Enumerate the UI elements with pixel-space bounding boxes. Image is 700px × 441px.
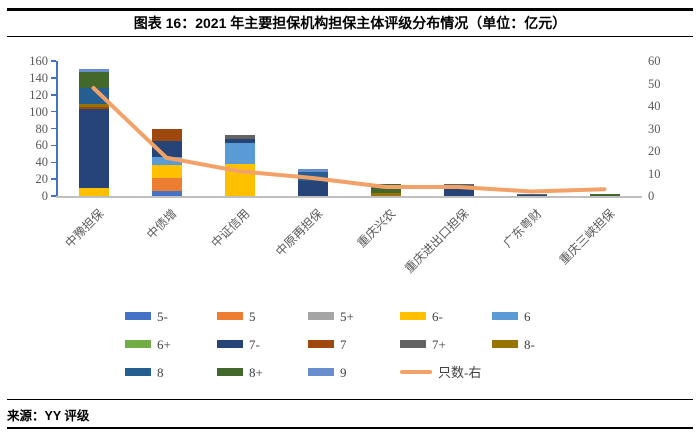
y-axis-tick [51, 94, 56, 96]
bar-segment-7- [297, 180, 328, 196]
bar-segment-6 [151, 157, 182, 165]
title-separator-line [7, 36, 693, 37]
bar-segment-5 [151, 178, 182, 191]
y-axis-tick [51, 195, 56, 197]
y-axis-line [56, 61, 58, 196]
y-axis-tick [51, 127, 56, 130]
legend-swatch-7- [217, 340, 243, 348]
bar-segment-5- [151, 190, 182, 196]
legend-swatch-6+ [125, 340, 151, 348]
legend-label-9: 9 [340, 365, 347, 380]
secondary-y-axis-tick-label: 10 [648, 166, 661, 181]
legend-swatch-5+ [308, 312, 334, 320]
bar-segment-7- [443, 188, 474, 196]
x-axis-line [56, 196, 642, 198]
y-axis-tick [51, 161, 56, 163]
bar-segment-7- [516, 195, 547, 196]
legend-label-6+: 6+ [157, 337, 171, 352]
y-axis-tick [51, 178, 56, 180]
bar-segment-7+ [443, 184, 474, 189]
bar-segment-7- [151, 141, 182, 158]
legend-label-5-: 5- [157, 309, 168, 324]
y-axis-tick-label: 80 [35, 121, 49, 136]
secondary-y-axis-tick-label: 30 [648, 121, 661, 136]
bar-segment-8- [370, 192, 401, 196]
bar-segment-7- [224, 139, 255, 143]
legend-swatch-7+ [400, 340, 426, 348]
legend-line-marker-只数-右 [400, 370, 432, 374]
secondary-y-axis-tick-label: 50 [648, 76, 661, 91]
bar-segment-7 [151, 128, 182, 142]
legend-label-7: 7 [340, 337, 347, 352]
figure-title: 图表 16：2021 年主要担保机构担保主体评级分布情况（单位：亿元） [133, 15, 567, 31]
legend-label-8: 8 [157, 365, 164, 380]
legend-swatch-8- [492, 340, 518, 348]
legend-swatch-7 [308, 340, 334, 348]
legend-swatch-8+ [217, 368, 243, 376]
legend-swatch-9 [308, 368, 334, 376]
bar-segment-8+ [589, 194, 620, 196]
x-axis-label: 重庆兴农 [354, 206, 399, 251]
legend-label-5: 5 [249, 309, 256, 324]
y-axis-tick [51, 77, 56, 79]
bar-segment-6- [151, 164, 182, 179]
legend-swatch-6 [492, 312, 518, 320]
secondary-y-axis-tick-label: 20 [648, 144, 661, 158]
legend-label-5+: 5+ [340, 309, 354, 324]
bar-segment-6- [78, 187, 109, 196]
x-axis-label: 重庆三峡担保 [556, 206, 618, 268]
x-axis-label: 中原再担保 [273, 206, 326, 259]
bar-segment-6- [224, 163, 255, 196]
bar-segment-8+ [370, 184, 401, 193]
legend-label-6-: 6- [432, 309, 443, 324]
legend-label-8-: 8- [524, 337, 535, 352]
x-axis-label: 重庆进出口担保 [402, 206, 472, 276]
bar-segment-8 [78, 88, 109, 105]
y-axis-tick-label: 0 [41, 189, 48, 203]
bar-segment-9 [297, 169, 328, 173]
y-axis-tick-label: 100 [29, 104, 48, 119]
source-label: 来源：YY 评级 [7, 409, 90, 423]
bar-segment-7+ [516, 194, 547, 196]
legend-swatch-8 [125, 368, 151, 376]
legend-label-7+: 7+ [432, 337, 446, 352]
bar-segment-8+ [78, 71, 109, 88]
x-axis-label: 中豫担保 [62, 206, 107, 251]
top-border-line [7, 8, 693, 11]
bar-segment-7 [78, 106, 109, 110]
legend-label-8+: 8+ [249, 365, 263, 380]
y-axis-tick-label: 20 [35, 172, 49, 187]
y-axis-tick-label: 120 [29, 87, 48, 102]
x-axis-label: 中证信用 [208, 206, 253, 251]
bar-segment-6 [224, 142, 255, 164]
y-axis-tick-label: 160 [29, 54, 48, 68]
secondary-y-axis-tick-label: 0 [648, 189, 655, 203]
footer-separator-line [7, 399, 693, 400]
bar-segment-8- [78, 104, 109, 107]
bar-segment-8 [297, 172, 328, 181]
bar-segment-7+ [224, 135, 255, 140]
bottom-border-line [7, 427, 693, 429]
legend-swatch-6- [400, 312, 426, 320]
y-axis-tick [51, 110, 56, 113]
secondary-y-axis-tick-label: 60 [648, 54, 661, 68]
y-axis-tick [51, 144, 56, 147]
x-axis-label: 广东粤财 [500, 206, 545, 251]
x-axis-label: 中债增 [144, 206, 180, 242]
bar-segment-7- [78, 109, 109, 188]
bar-segment-9 [78, 68, 109, 72]
legend-swatch-5 [217, 312, 243, 320]
legend-swatch-5- [125, 312, 151, 320]
y-axis-tick-label: 40 [35, 155, 49, 170]
y-axis-tick [51, 60, 56, 62]
secondary-y-axis-tick-label: 40 [648, 99, 661, 113]
legend-label-7-: 7- [249, 337, 260, 352]
y-axis-tick-label: 60 [35, 138, 49, 153]
legend-label-只数-右: 只数-右 [438, 365, 482, 380]
y-axis-tick-label: 140 [29, 70, 48, 85]
legend-label-6: 6 [524, 309, 531, 324]
